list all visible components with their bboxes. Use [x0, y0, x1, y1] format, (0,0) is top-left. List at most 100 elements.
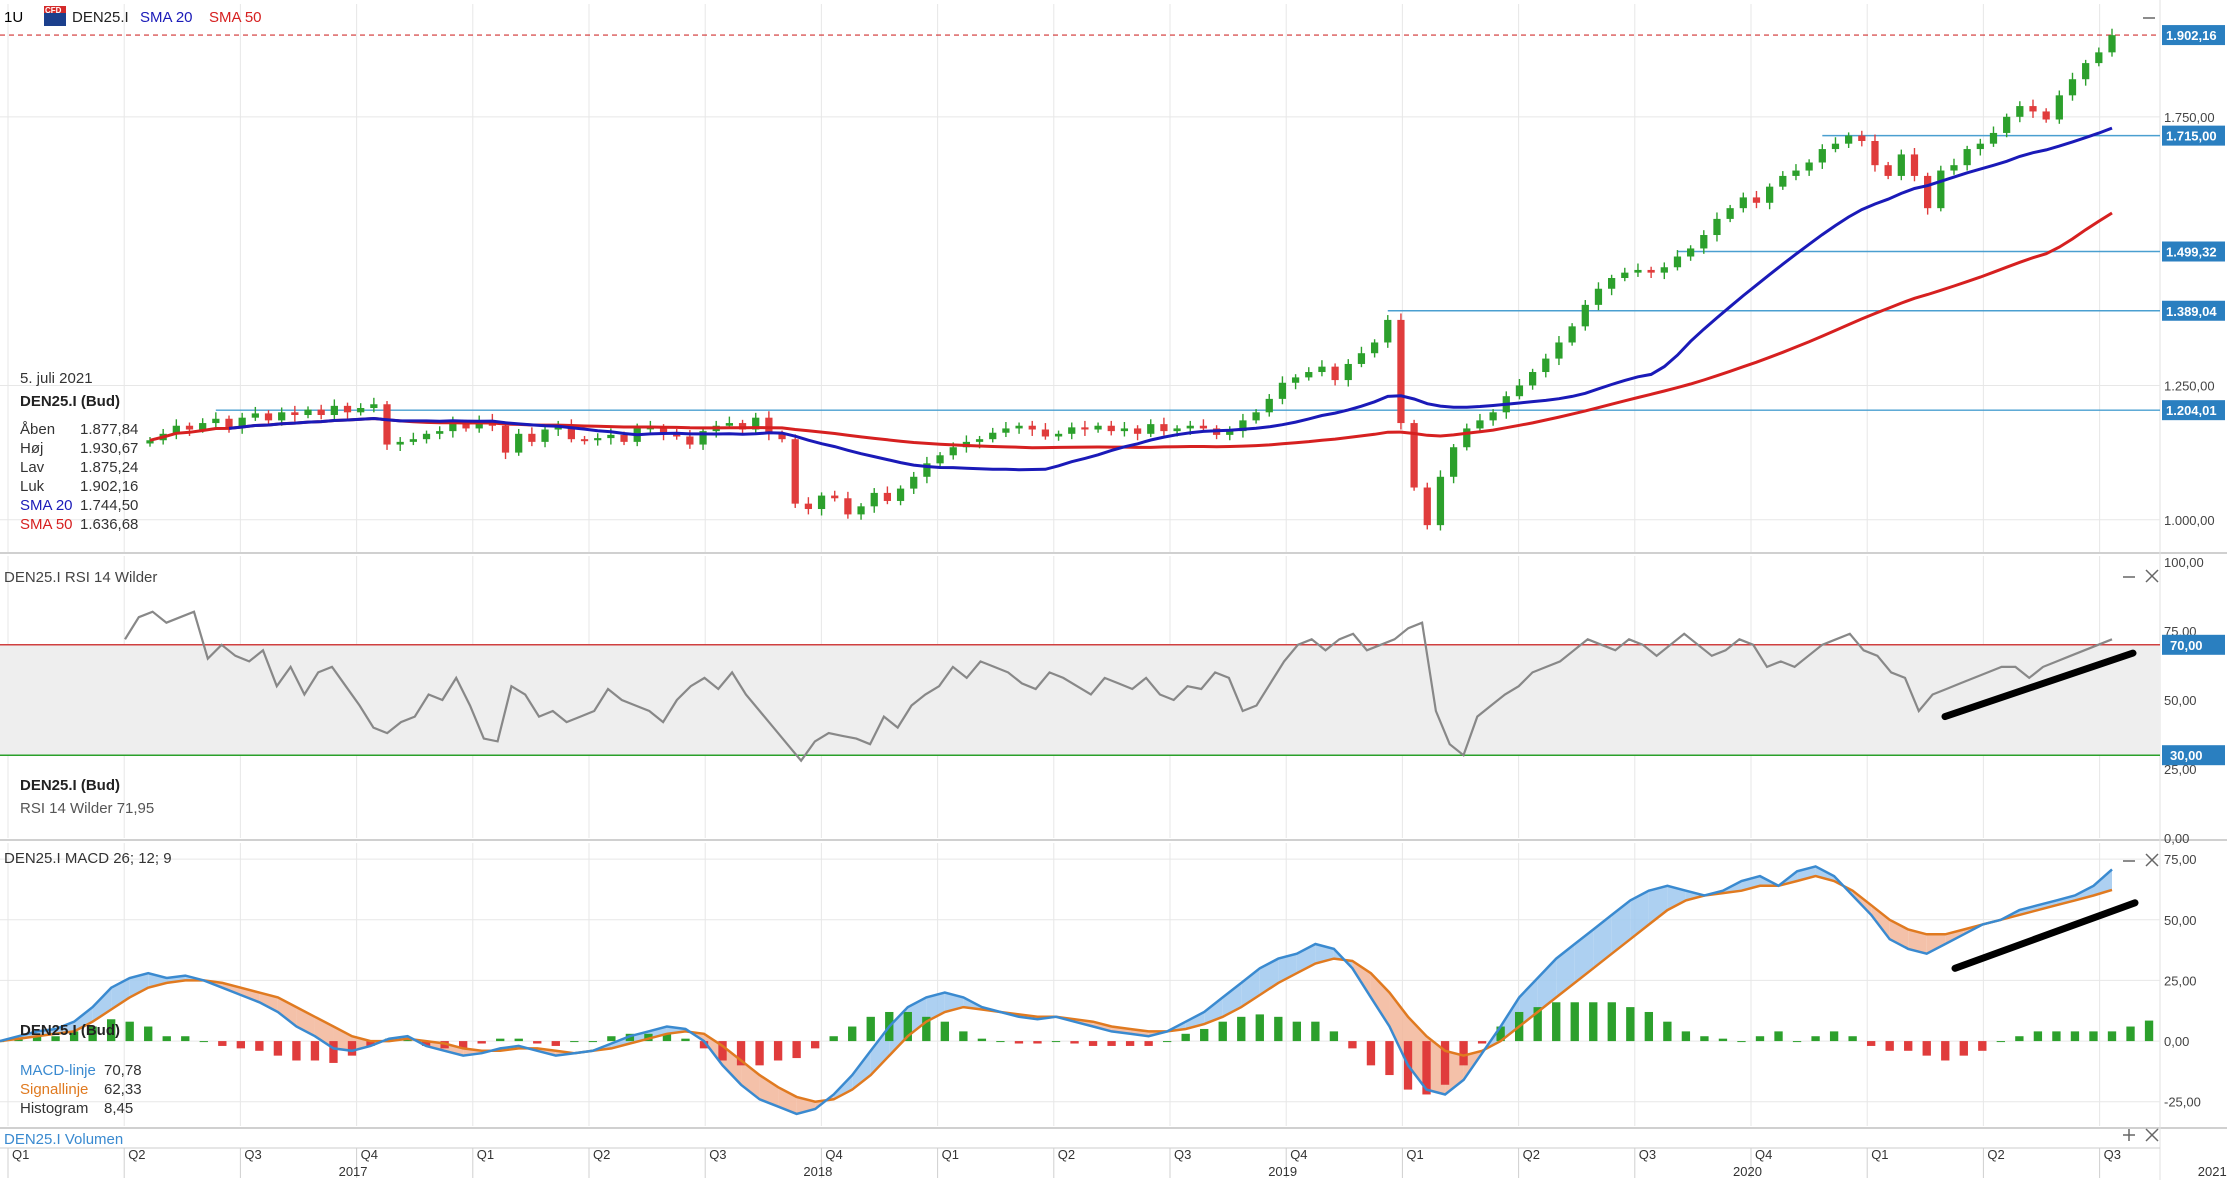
sma50-legend[interactable]: SMA 50 — [209, 9, 262, 26]
close-icon[interactable] — [2145, 569, 2159, 583]
candle-body — [2029, 106, 2037, 112]
candle-body — [831, 495, 839, 499]
histogram-bar — [255, 1041, 264, 1051]
price-y-tick: 1.750,00 — [2164, 110, 2215, 125]
histogram-bar — [514, 1038, 523, 1042]
timeframe-label[interactable]: 1U — [4, 9, 23, 26]
candle-body — [515, 433, 523, 453]
candle-body — [1687, 248, 1695, 257]
candles — [146, 28, 2116, 531]
candle-body — [1963, 149, 1971, 166]
histogram-bar — [144, 1026, 153, 1042]
macd-fill-segment — [1926, 934, 1946, 954]
x-tick-year: 2019 — [1268, 1164, 1297, 1179]
histogram-bar — [810, 1041, 820, 1049]
candle-body — [659, 427, 668, 434]
histogram-bar — [199, 1041, 208, 1043]
histogram-bar — [1570, 1002, 1579, 1042]
histogram-bar — [1829, 1031, 1839, 1042]
histogram-bar — [1978, 1041, 1987, 1051]
candle-body — [357, 408, 365, 413]
candle-body — [1924, 175, 1932, 209]
candle-body — [1370, 342, 1379, 354]
histogram-bar — [959, 1031, 968, 1042]
info-value-close: 1.902,16 — [80, 478, 138, 495]
histogram-bar — [1848, 1036, 1857, 1042]
x-tick-quarter: Q1 — [1406, 1147, 1423, 1162]
histogram-bar — [1644, 1011, 1654, 1042]
candle-body — [791, 439, 799, 504]
candle-body — [1397, 319, 1405, 424]
histogram-bar — [866, 1016, 875, 1042]
macd-info-value-hist: 8,45 — [104, 1100, 133, 1117]
candle-body — [2042, 111, 2050, 120]
histogram-bar — [1866, 1041, 1876, 1046]
level-label: 1.389,04 — [2166, 304, 2217, 319]
macd-fill-segment — [1445, 1050, 1464, 1095]
x-tick-year: 2018 — [803, 1164, 832, 1179]
histogram-bar — [218, 1041, 227, 1046]
info-value-sma50: 1.636,68 — [80, 516, 138, 533]
x-tick-quarter: Q4 — [1290, 1147, 1307, 1162]
candle-body — [1436, 476, 1445, 526]
candle-body — [1015, 425, 1023, 429]
candle-body — [1831, 143, 1840, 150]
sma20-legend[interactable]: SMA 20 — [140, 9, 193, 26]
candle-body — [923, 463, 931, 477]
volume-panel-title[interactable]: DEN25.I Volumen — [4, 1131, 123, 1148]
histogram-bar — [755, 1041, 764, 1066]
candle-body — [475, 420, 483, 429]
candle-body — [620, 434, 628, 442]
x-tick-quarter: Q3 — [2104, 1147, 2121, 1162]
rsi-y-tick: 25,00 — [2164, 762, 2197, 777]
info-date: 5. juli 2021 — [20, 370, 93, 387]
histogram-bar — [1033, 1041, 1042, 1044]
macd-panel[interactable]: 75,00 50,00 25,00 0,00 -25,00 — [0, 852, 2201, 1116]
histogram-bar — [1274, 1016, 1283, 1042]
candle-body — [225, 418, 233, 428]
macd-fill-segment — [1593, 914, 1612, 969]
candle-body — [2095, 52, 2103, 64]
macd-info-value-signal: 62,33 — [104, 1081, 142, 1098]
candle-body — [857, 506, 865, 515]
macd-info-label-macd: MACD-linje — [20, 1062, 96, 1079]
histogram-bar — [1681, 1031, 1691, 1042]
macd-fill-segment — [1389, 992, 1408, 1066]
candle-body — [1410, 423, 1418, 488]
candle-body — [278, 412, 286, 421]
macd-y-tick: 25,00 — [2164, 973, 2197, 988]
histogram-bar — [1144, 1041, 1153, 1046]
macd-info-label-hist: Histogram — [20, 1100, 88, 1117]
price-y-tick: 1.250,00 — [2164, 378, 2215, 393]
candle-body — [1173, 428, 1181, 432]
level-label: 1.715,00 — [2166, 129, 2217, 144]
candle-body — [501, 425, 510, 453]
candle-body — [1068, 427, 1076, 434]
histogram-bar — [570, 1041, 579, 1043]
histogram-bar — [181, 1036, 190, 1042]
candle-body — [699, 431, 707, 445]
price-panel[interactable]: 1.902,16 1.715,00 1.499,32 1.389,04 1.204,01… — [0, 25, 2225, 531]
x-axis[interactable]: Q1 Q2 Q3 Q4 Q1 Q2 Q3 Q4 Q1 Q2 Q3 Q4 Q1 Q2 Q3 Q4 Q1 Q2 Q3 20… — [0, 1147, 2227, 1179]
close-icon[interactable] — [2145, 1128, 2159, 1142]
close-icon[interactable] — [2145, 853, 2159, 867]
x-tick-quarter: Q1 — [477, 1147, 494, 1162]
macd-fill-segment — [333, 1026, 352, 1051]
symbol-label[interactable]: DEN25.I — [72, 9, 129, 26]
level-label: 1.499,32 — [2166, 245, 2217, 260]
candle-body — [172, 425, 180, 434]
info-label-sma50: SMA 50 — [20, 516, 73, 533]
candle-body — [1305, 372, 1313, 378]
candle-body — [264, 413, 273, 421]
level-badge — [2162, 300, 2225, 321]
candle-body — [541, 429, 549, 442]
candle-body — [1318, 366, 1326, 373]
histogram-bar — [51, 1036, 60, 1042]
histogram-bar — [1941, 1041, 1950, 1061]
macd-fill-segment — [1500, 997, 1520, 1042]
plus-icon[interactable] — [2123, 1129, 2135, 1141]
candle-body — [1818, 149, 1826, 163]
histogram-bar — [1237, 1016, 1246, 1042]
macd-y-axis: 75,00 50,00 25,00 0,00 -25,00 — [2164, 852, 2201, 1110]
